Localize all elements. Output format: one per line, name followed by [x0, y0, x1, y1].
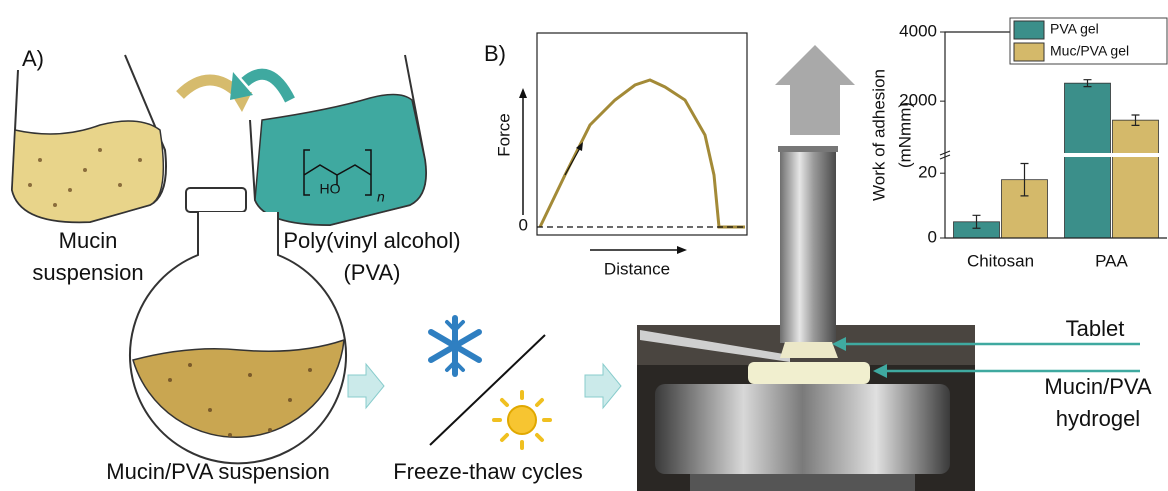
hydrogel-label: Mucin/PVA: [1044, 374, 1152, 399]
pva-label: (PVA): [343, 260, 400, 285]
axis-break: [946, 153, 1168, 157]
step-arrow: [348, 364, 384, 408]
arrow-head: [677, 246, 687, 254]
y-tick-label: 20: [918, 163, 937, 182]
force-plot: Distance Force 0: [494, 33, 747, 278]
y-tick-label: 4000: [899, 21, 937, 40]
y-axis-label: Force: [494, 113, 513, 156]
figure: A) HO n Mucin suspension Poly(vinyl alco…: [0, 0, 1168, 491]
step-arrow: [585, 364, 621, 408]
mucin-beaker: [12, 55, 166, 222]
x-tick-label: Chitosan: [967, 251, 1034, 270]
hydrogel-label: hydrogel: [1056, 406, 1140, 431]
y-tick-label: 0: [928, 227, 937, 246]
legend-swatch: [1014, 21, 1044, 39]
y-axis-label: Work of adhesion: [869, 69, 888, 201]
snowflake: [431, 318, 479, 374]
x-tick-label: PAA: [1095, 251, 1128, 270]
pull-arrow: [775, 45, 855, 135]
mucin-label: suspension: [32, 260, 143, 285]
arrow-head: [519, 88, 527, 98]
legend-label: PVA gel: [1050, 21, 1099, 37]
y-tick-label: 0: [519, 215, 528, 234]
legend-swatch: [1014, 43, 1044, 61]
mixture-label: Mucin/PVA suspension: [106, 459, 329, 484]
y-axis-label: (mNmm): [895, 102, 914, 168]
mucin-label: Mucin: [59, 228, 118, 253]
mix-arrow: [245, 74, 290, 100]
structure-group: HO: [320, 181, 341, 197]
tablet-label: Tablet: [1066, 316, 1125, 341]
panel-label: A): [22, 46, 44, 71]
sun: [494, 392, 550, 448]
bar: [1113, 120, 1159, 238]
pva-label: Poly(vinyl alcohol): [283, 228, 460, 253]
bar: [1065, 83, 1111, 238]
legend-label: Muc/PVA gel: [1050, 43, 1129, 59]
x-axis-label: Distance: [604, 259, 670, 278]
structure-subscript: n: [377, 189, 385, 205]
panel-label: B): [484, 41, 506, 66]
process-label: Freeze-thaw cycles: [393, 459, 583, 484]
